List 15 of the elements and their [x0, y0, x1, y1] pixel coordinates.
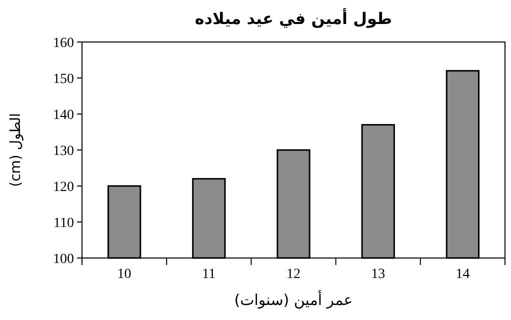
y-tick-label: 130 — [53, 144, 74, 159]
y-tick-label: 160 — [53, 36, 74, 51]
y-tick-label: 150 — [53, 72, 74, 87]
y-tick-label: 140 — [53, 108, 74, 123]
x-axis-title: عمر أمين (سنوات) — [234, 290, 353, 309]
x-tick-label: 10 — [117, 267, 132, 282]
y-tick-label: 120 — [53, 180, 74, 195]
y-tick-label: 110 — [54, 216, 74, 231]
x-tick-label: 14 — [456, 267, 470, 282]
x-tick-label: 12 — [286, 267, 300, 282]
y-tick-label: 100 — [53, 252, 74, 267]
chart-title: طول أمين في عيد ميلاده — [194, 8, 392, 28]
x-tick-label: 13 — [371, 267, 386, 282]
y-axis-title: الطول (cm) — [8, 113, 24, 187]
x-tick-label: 11 — [202, 267, 216, 282]
